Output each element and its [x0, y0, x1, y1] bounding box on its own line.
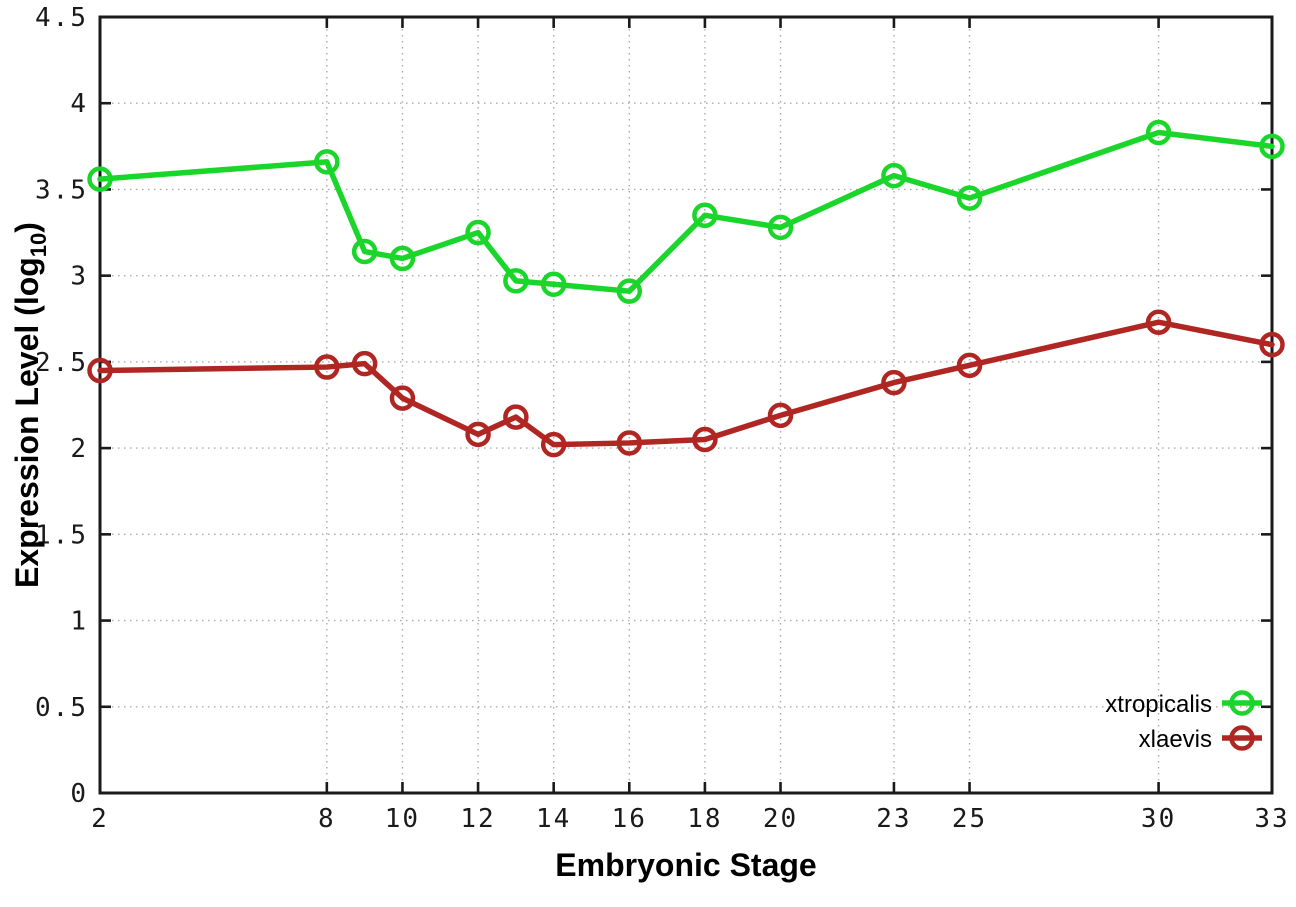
series-line-xtropicalis — [97, 129, 1275, 294]
y-tick-label: 2 — [70, 434, 88, 464]
series-marker-xlaevis — [692, 426, 718, 453]
series-marker-xlaevis — [87, 357, 113, 384]
x-tick-label: 33 — [1254, 804, 1289, 834]
series-marker-xtropicalis — [881, 162, 907, 189]
x-axis-label: Embryonic Stage — [555, 847, 816, 883]
series-marker-xtropicalis — [87, 166, 113, 192]
series-marker-xtropicalis — [503, 268, 529, 294]
series-marker-xtropicalis — [767, 214, 794, 241]
y-tick-label: 1.5 — [35, 520, 88, 550]
series-marker-xlaevis — [616, 430, 643, 456]
series-marker-xlaevis — [540, 431, 567, 458]
x-tick-label: 30 — [1141, 804, 1176, 834]
plot-border — [98, 15, 1274, 795]
series-marker-xlaevis — [314, 354, 340, 380]
x-tick-label: 16 — [612, 804, 647, 834]
series-marker-xlaevis — [389, 385, 416, 411]
y-tick-label: 0 — [70, 779, 88, 809]
x-tick-label: 2 — [91, 804, 109, 834]
series-marker-xtropicalis — [616, 278, 643, 304]
series-marker-xlaevis — [465, 421, 491, 448]
x-tick-label: 10 — [385, 804, 420, 834]
series-marker-xtropicalis — [956, 185, 983, 211]
y-axis-label: Expression Level (log10) — [9, 222, 51, 588]
y-tick-label: 1 — [70, 607, 88, 637]
series-marker-xtropicalis — [540, 271, 567, 298]
series-marker-xlaevis — [956, 352, 983, 379]
x-tick-label: 14 — [536, 804, 571, 834]
series-marker-xtropicalis — [389, 245, 416, 272]
series-marker-xtropicalis — [314, 149, 340, 175]
x-tick-label: 8 — [318, 804, 336, 834]
series-marker-xtropicalis — [692, 202, 718, 229]
series-marker-xlaevis — [503, 404, 529, 430]
x-tick-label: 25 — [952, 804, 987, 834]
y-tick-label: 2.5 — [35, 348, 88, 378]
x-tick-label: 20 — [763, 804, 798, 834]
series-marker-xlaevis — [1145, 309, 1172, 335]
series-marker-xlaevis — [351, 350, 378, 377]
y-tick-label: 3.5 — [35, 175, 88, 205]
y-tick-label: 4.5 — [35, 3, 88, 33]
series-marker-xtropicalis — [351, 238, 378, 265]
y-tick-label: 3 — [70, 262, 88, 292]
y-tick-label: 0.5 — [35, 693, 88, 723]
legend-label-xlaevis: xlaevis — [1139, 726, 1212, 753]
series-marker-xtropicalis — [1145, 119, 1172, 146]
series-marker-xlaevis — [767, 402, 794, 429]
legend-sample-marker-xtropicalis — [1229, 690, 1255, 716]
x-tick-label: 18 — [687, 804, 722, 834]
x-tick-label: 12 — [460, 804, 495, 834]
legend-sample-marker-xlaevis — [1229, 725, 1255, 751]
series-marker-xlaevis — [1259, 331, 1285, 358]
series-marker-xlaevis — [881, 369, 907, 396]
legend-label-xtropicalis: xtropicalis — [1105, 691, 1212, 718]
series-line-xlaevis — [97, 319, 1275, 448]
series-marker-xtropicalis — [465, 219, 491, 246]
y-tick-label: 4 — [70, 89, 88, 119]
series-marker-xtropicalis — [1259, 133, 1285, 160]
x-tick-label: 23 — [876, 804, 911, 834]
